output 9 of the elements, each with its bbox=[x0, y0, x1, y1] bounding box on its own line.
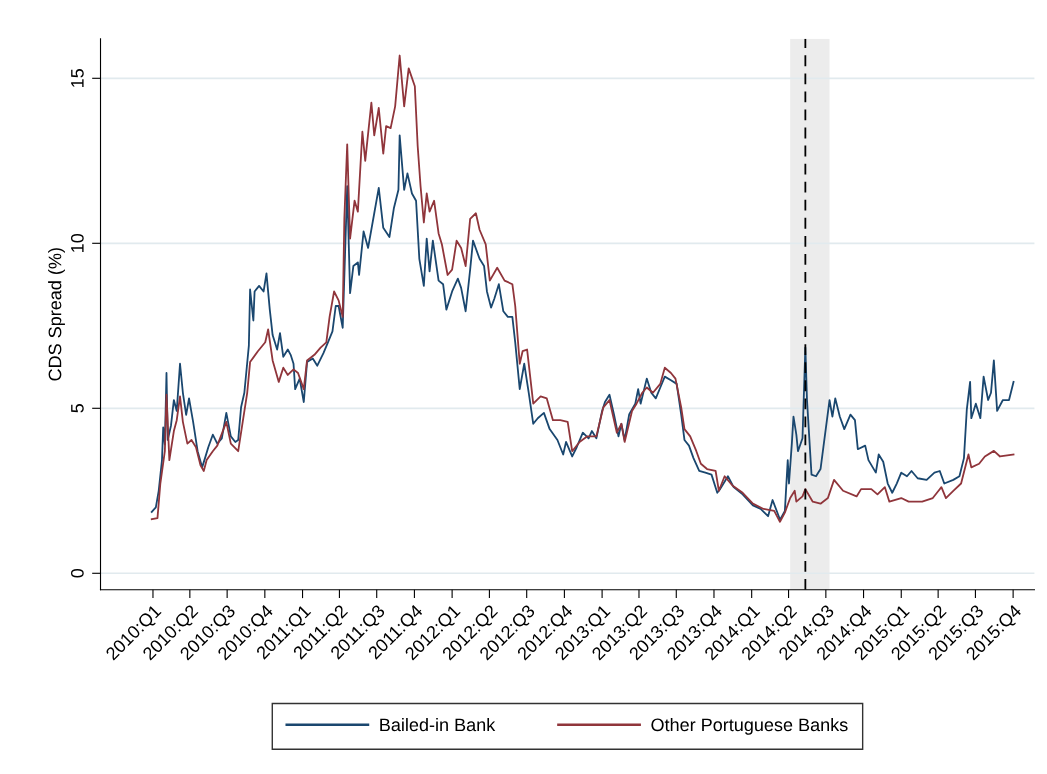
y-tick-label: 5 bbox=[71, 404, 84, 413]
y-tick-label: 10 bbox=[70, 233, 84, 252]
y-tick-label: 15 bbox=[71, 69, 84, 87]
y-axis-title: CDS Spread (%) bbox=[48, 248, 65, 381]
y-tick-label: 0 bbox=[70, 568, 84, 578]
line-series bbox=[150, 134, 1015, 521]
legend-label: Other Portuguese Banks bbox=[651, 717, 848, 735]
legend-label: Bailed-in Bank bbox=[380, 717, 496, 732]
line-series bbox=[150, 54, 1015, 523]
